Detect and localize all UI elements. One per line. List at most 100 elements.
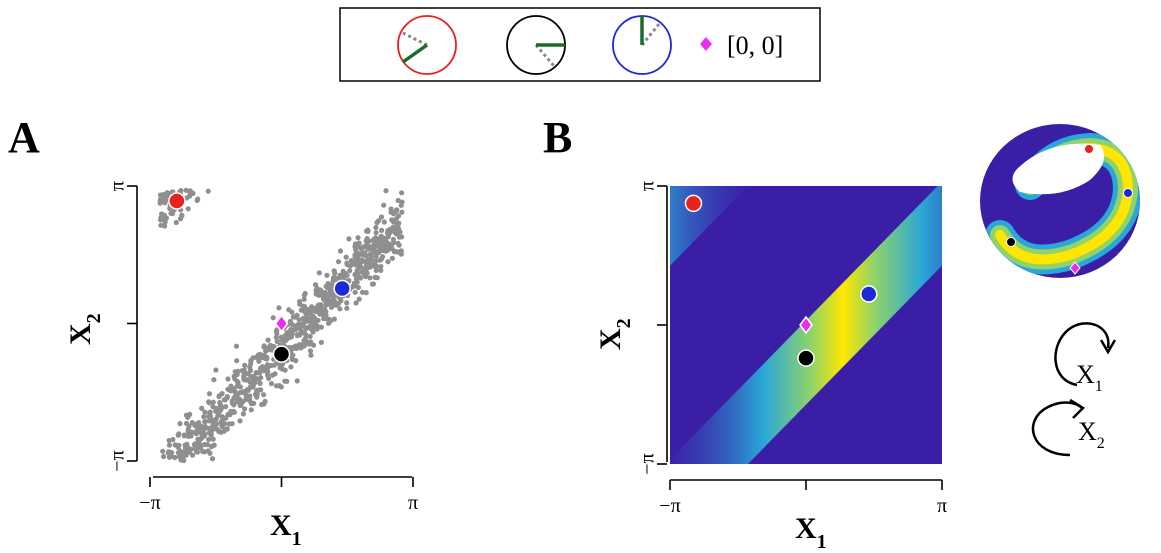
scatter-point (268, 362, 274, 369)
scatter-point (254, 370, 260, 376)
scatter-point (240, 411, 246, 417)
legend-circle-red (397, 15, 457, 75)
scatter-point (258, 375, 264, 381)
scatter-point (358, 275, 364, 281)
torus-illustration: X1 X2 (980, 124, 1140, 457)
scatter-point (389, 255, 395, 261)
x-axis-label-b: X1 (795, 512, 827, 553)
scatter-point (256, 358, 262, 364)
scatter-point (187, 188, 193, 194)
scatter-point (308, 352, 314, 358)
scatter-point (359, 289, 366, 295)
scatter-point (234, 395, 240, 401)
legend-dashed-hand-red (400, 30, 428, 47)
torus-x1-label: X1 (1076, 360, 1103, 395)
scatter-point (196, 442, 202, 449)
scatter-point (213, 408, 219, 414)
torus-point-blue (1123, 188, 1133, 198)
scatter-point (298, 307, 304, 313)
scatter-point (390, 227, 396, 233)
torus-x1-rotation-arrow-icon (1054, 322, 1110, 387)
scatter-point (301, 296, 307, 302)
scatter-point (181, 457, 187, 464)
scatter-point (290, 314, 296, 320)
scatter-point (202, 419, 208, 425)
scatter-point (337, 248, 344, 254)
scatter-point (229, 398, 235, 404)
scatter-point (344, 261, 350, 268)
scatter-point (157, 198, 163, 204)
scatter-point (259, 401, 265, 408)
scatter-point (324, 272, 330, 278)
scatter-point (222, 427, 228, 433)
scatter-point (323, 292, 329, 298)
panel-label-b: B (543, 113, 572, 162)
scatter-point (398, 202, 404, 208)
scatter-point (302, 336, 308, 342)
scatter-point (213, 367, 219, 373)
scatter-point (172, 442, 178, 448)
scatter-point (232, 376, 238, 382)
scatter-point (250, 382, 256, 388)
scatter-point (225, 376, 231, 382)
y-tick-label: π (107, 181, 129, 191)
scatter-point (364, 236, 370, 242)
scatter-point (282, 378, 288, 384)
scatter-point (261, 392, 267, 398)
scatter-point (211, 377, 217, 383)
scatter-point (199, 424, 205, 430)
point-red (168, 192, 186, 210)
scatter-point (207, 418, 213, 424)
scatter-point (383, 238, 389, 244)
scatter-point (331, 268, 337, 274)
scatter-point (251, 373, 257, 379)
scatter-point (370, 248, 376, 254)
scatter-point (353, 262, 359, 268)
scatter-point (255, 387, 261, 393)
scatter-point (190, 452, 196, 458)
scatter-point (367, 275, 373, 281)
scatter-point (318, 324, 324, 330)
origin-diamond-icon (274, 314, 289, 333)
scatter-point (301, 317, 307, 323)
highlight-points-a (168, 192, 351, 363)
scatter-point (274, 330, 280, 336)
scatter-point (206, 399, 212, 405)
legend-dashed-hand-blue (640, 23, 661, 46)
scatter-point (268, 381, 275, 387)
scatter-point (170, 210, 176, 217)
scatter-point (181, 432, 187, 438)
torus-point-red (1084, 144, 1094, 154)
point-blue (333, 279, 351, 298)
scatter-point (212, 420, 218, 426)
scatter-point (242, 391, 248, 397)
scatter-point (201, 414, 207, 420)
scatter-point (189, 429, 195, 435)
scatter-point (175, 432, 181, 438)
scatter-point (395, 213, 402, 219)
scatter-point (372, 235, 378, 241)
scatter-point (391, 219, 397, 225)
scatter-point (276, 305, 282, 311)
scatter-point (381, 242, 387, 249)
scatter-point (202, 409, 208, 415)
scatter-point (306, 308, 312, 314)
point-black (797, 349, 815, 367)
panel-a-plot: −π −π π π X1 X2 (64, 181, 418, 550)
scatter-point (223, 404, 229, 410)
torus-x2-rotation-arrow-icon (1031, 401, 1083, 457)
scatter-point (166, 449, 172, 455)
scatter-point (239, 368, 245, 374)
scatter-point (286, 333, 292, 339)
scatter-point (170, 436, 176, 443)
torus-x2-label: X2 (1078, 417, 1105, 452)
ticks-b: −π−π π π (637, 181, 947, 517)
scatter-point (232, 369, 238, 375)
scatter-point (374, 219, 380, 226)
scatter-point (248, 407, 254, 413)
scatter-point (180, 449, 186, 455)
scatter-point (298, 327, 304, 334)
scatter-point (273, 334, 279, 340)
scatter-point (346, 236, 352, 242)
scatter-point (341, 273, 347, 279)
